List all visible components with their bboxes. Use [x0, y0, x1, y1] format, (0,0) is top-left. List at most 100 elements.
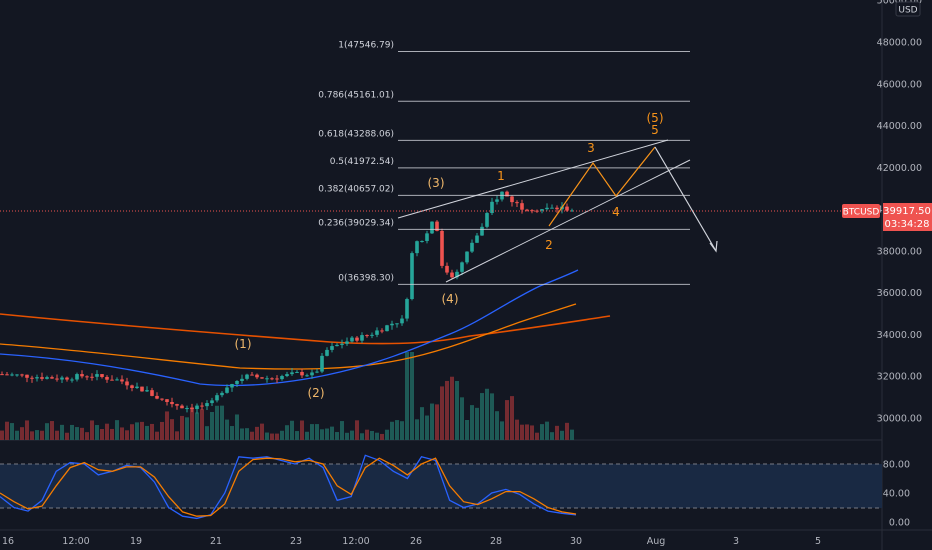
volume-bar: [180, 415, 184, 440]
candle-body: [465, 251, 469, 263]
volume-bar: [545, 421, 549, 440]
volume-bar: [385, 429, 389, 440]
price-tick-label: 36000.00: [877, 288, 922, 299]
stoch-tick-label: 40.00: [883, 489, 910, 500]
price-tick-label: 42000.00: [877, 163, 922, 174]
volume-bar: [485, 388, 489, 440]
last-price-value: 39917.50: [883, 206, 931, 217]
volume-bar: [145, 425, 149, 440]
volume-bar: [300, 420, 304, 440]
wave-label: (5): [647, 111, 664, 125]
candle-body: [45, 377, 49, 379]
volume-bar: [90, 420, 94, 440]
candle-body: [65, 377, 69, 380]
volume-bar: [305, 431, 309, 440]
candle-body: [555, 207, 559, 210]
candle-body: [40, 377, 44, 379]
volume-bar: [375, 432, 379, 440]
volume-bar: [160, 421, 164, 440]
price-tick-label: 32000.00: [877, 372, 922, 383]
wave-label: (1): [235, 337, 252, 351]
volume-bar: [220, 405, 224, 440]
candle-body: [255, 374, 259, 378]
volume-bar: [430, 403, 434, 440]
time-tick-label: Aug: [647, 536, 666, 547]
candle-body: [0, 374, 4, 376]
ma-red: [0, 313, 611, 345]
volume-bar: [525, 424, 529, 440]
candle-body: [165, 399, 169, 403]
candle-body: [235, 381, 239, 385]
volume-bar: [170, 419, 174, 440]
time-tick-label: 21: [210, 536, 222, 547]
candle-body: [380, 330, 384, 332]
volume-bar: [110, 428, 114, 440]
candle-body: [320, 355, 324, 372]
volume-bar: [480, 393, 484, 440]
volume-bar: [85, 432, 89, 440]
volume-bar: [365, 429, 369, 440]
volume-bar: [465, 419, 469, 440]
volume-bar: [440, 386, 444, 440]
volume-bar: [250, 431, 254, 440]
volume-bar: [150, 423, 154, 440]
volume-bar: [370, 430, 374, 440]
candle-body: [405, 299, 409, 319]
fibonacci-retracement[interactable]: 1(47546.79) 0.786(45161.01) 0.618(43288.06…: [318, 40, 690, 285]
fib-level-label: 0.618(43288.06): [318, 129, 394, 139]
stoch-tick-label: 0.00: [889, 518, 910, 529]
currency-badge[interactable]: [895, 1, 921, 17]
candle-body: [445, 265, 449, 273]
candle-body: [565, 206, 569, 211]
volume-bar: [195, 412, 199, 440]
time-axis[interactable]: 16 12:00 19 21 23 12:00 26 28 30 Aug 3 5: [2, 536, 821, 547]
volume-bar: [205, 426, 209, 440]
volume-bar: [470, 405, 474, 440]
volume-bar: [415, 419, 419, 440]
volume-bar: [105, 423, 109, 440]
volume-bar: [490, 393, 494, 440]
candle-body: [365, 335, 369, 337]
candle-body: [175, 404, 179, 406]
volume-bar: [505, 400, 509, 440]
symbol-label: BTCUSD: [843, 208, 880, 218]
volume-bar: [225, 419, 229, 440]
candle-body: [170, 402, 174, 405]
volume-bar: [10, 423, 14, 440]
candle-body: [75, 374, 79, 380]
candle-body: [390, 323, 394, 326]
stoch-tick-label: 80.00: [883, 460, 910, 471]
projected-wave-path: [548, 146, 656, 227]
candle-body: [230, 384, 234, 388]
candle-body: [270, 378, 274, 380]
currency-label: USD: [898, 6, 917, 16]
volume-bar: [405, 352, 409, 440]
elliott-wave-drawing[interactable]: (1) (2) (3) (4) (5) 1 2 3 4 5: [235, 111, 718, 400]
volume-bar: [25, 420, 29, 440]
volume-bar: [510, 396, 514, 440]
candle-body: [125, 381, 129, 386]
stoch-rsi-axis[interactable]: 80.00 40.00 0.00: [883, 460, 910, 529]
time-tick-label: 12:00: [62, 536, 89, 547]
candle-body: [490, 201, 494, 214]
candle-body: [330, 346, 334, 350]
candle-body: [340, 343, 344, 345]
candle-body: [435, 221, 439, 231]
price-tick-label: 48000.00: [877, 38, 922, 49]
candle-body: [185, 408, 189, 410]
candle-body: [70, 379, 74, 381]
candle-body: [470, 242, 474, 252]
volume-bar: [70, 424, 74, 440]
candle-body: [410, 253, 414, 300]
candle-body: [200, 405, 204, 407]
volume-bar: [310, 424, 314, 440]
volume-bar: [55, 430, 59, 440]
wave-label: 5: [651, 123, 659, 137]
price-tick-label: 44000.00: [877, 121, 922, 132]
volume-bar: [560, 430, 564, 440]
candle-body: [265, 378, 269, 380]
candle-body: [205, 403, 209, 407]
candle-body: [250, 374, 254, 376]
candle-body: [430, 221, 434, 234]
